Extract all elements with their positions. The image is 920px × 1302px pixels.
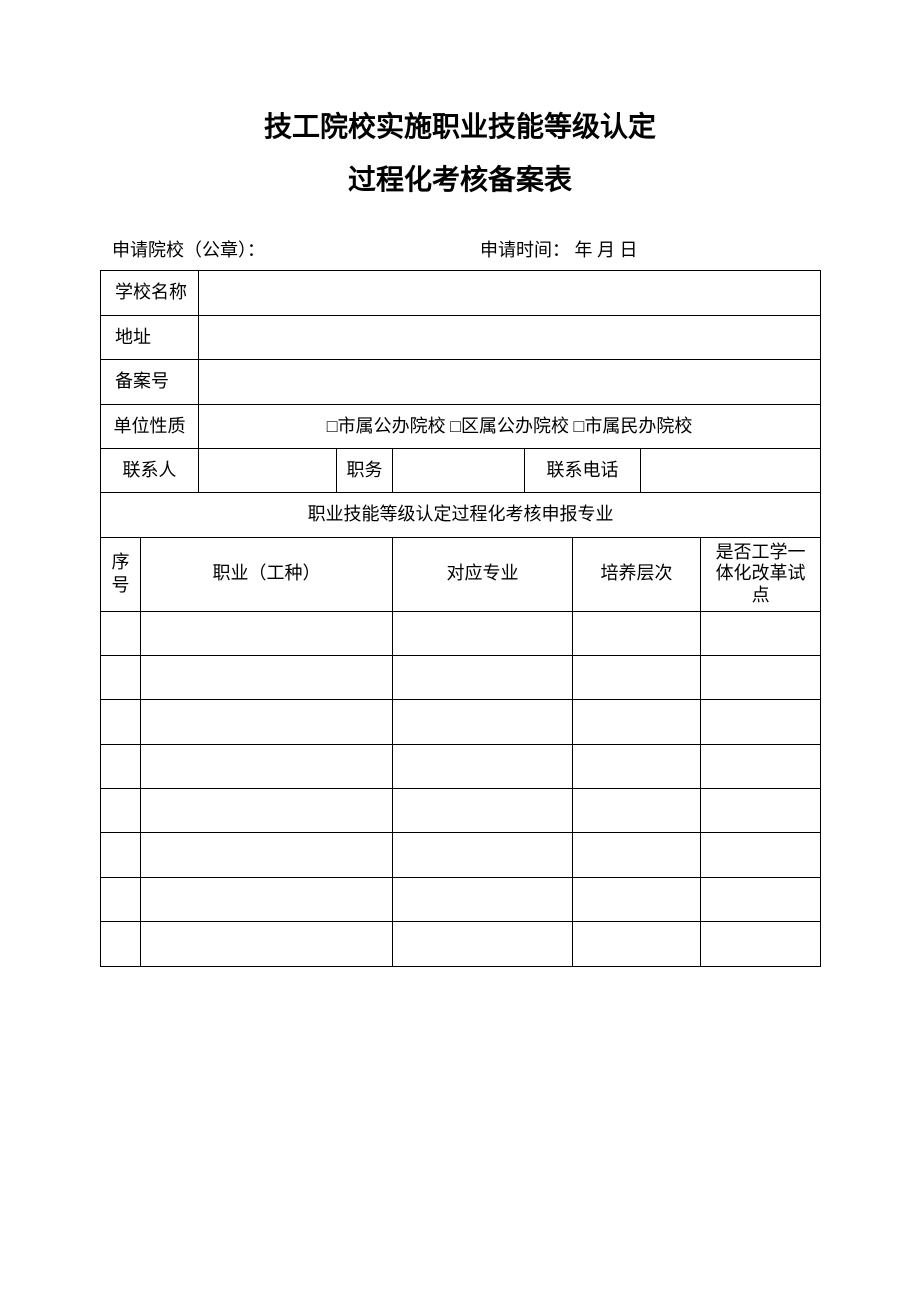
cell-seq — [101, 611, 141, 655]
cell-pilot — [701, 877, 821, 921]
cell-seq — [101, 877, 141, 921]
title-line-2: 过程化考核备案表 — [100, 153, 820, 206]
title-line-1: 技工院校实施职业技能等级认定 — [100, 100, 820, 153]
address-label: 地址 — [101, 315, 199, 359]
cell-seq — [101, 922, 141, 966]
unit-type-value: □市属公办院校 □区属公办院校 □市属民办院校 — [199, 404, 821, 448]
cell-level — [573, 922, 701, 966]
record-no-label: 备案号 — [101, 360, 199, 404]
cell-seq — [101, 744, 141, 788]
cell-level — [573, 833, 701, 877]
col-head-major: 对应专业 — [393, 537, 573, 611]
row-school-name: 学校名称 — [101, 271, 821, 315]
phone-value — [641, 448, 821, 492]
cell-pilot — [701, 789, 821, 833]
cell-pilot — [701, 655, 821, 699]
cell-pilot — [701, 611, 821, 655]
table-row — [101, 922, 821, 966]
table-row — [101, 611, 821, 655]
applicant-block: 申请院校（公章）： — [112, 236, 440, 262]
school-name-value — [199, 271, 821, 315]
cell-major — [393, 922, 573, 966]
date-label: 申请时间： — [480, 240, 570, 260]
table-row — [101, 655, 821, 699]
contact-label: 联系人 — [101, 448, 199, 492]
cell-pilot — [701, 922, 821, 966]
cell-occupation — [141, 611, 393, 655]
col-head-level: 培养层次 — [573, 537, 701, 611]
unit-type-label: 单位性质 — [101, 404, 199, 448]
cell-pilot — [701, 700, 821, 744]
cell-level — [573, 655, 701, 699]
cell-level — [573, 611, 701, 655]
cell-occupation — [141, 833, 393, 877]
cell-major — [393, 789, 573, 833]
contact-value — [199, 448, 337, 492]
cell-level — [573, 789, 701, 833]
cell-major — [393, 700, 573, 744]
school-name-label: 学校名称 — [101, 271, 199, 315]
table-row — [101, 789, 821, 833]
cell-occupation — [141, 877, 393, 921]
position-label: 职务 — [337, 448, 393, 492]
cell-occupation — [141, 922, 393, 966]
document-title: 技工院校实施职业技能等级认定 过程化考核备案表 — [100, 100, 820, 206]
col-head-occupation: 职业（工种） — [141, 537, 393, 611]
date-block: 申请时间： 年 月 日 — [440, 236, 808, 262]
cell-seq — [101, 700, 141, 744]
row-column-headers: 序号 职业（工种） 对应专业 培养层次 是否工学一体化改革试点 — [101, 537, 821, 611]
cell-major — [393, 833, 573, 877]
cell-level — [573, 744, 701, 788]
date-value: 年 月 日 — [575, 240, 638, 260]
cell-occupation — [141, 700, 393, 744]
phone-label: 联系电话 — [525, 448, 641, 492]
cell-pilot — [701, 833, 821, 877]
cell-level — [573, 877, 701, 921]
header-row: 申请院校（公章）： 申请时间： 年 月 日 — [100, 236, 820, 270]
applicant-label: 申请院校（公章）： — [112, 240, 265, 260]
cell-level — [573, 700, 701, 744]
col-head-pilot: 是否工学一体化改革试点 — [701, 537, 821, 611]
cell-major — [393, 655, 573, 699]
table-row — [101, 700, 821, 744]
row-record-no: 备案号 — [101, 360, 821, 404]
section-header: 职业技能等级认定过程化考核申报专业 — [101, 493, 821, 537]
row-section-header: 职业技能等级认定过程化考核申报专业 — [101, 493, 821, 537]
cell-seq — [101, 789, 141, 833]
cell-major — [393, 611, 573, 655]
row-contact: 联系人 职务 联系电话 — [101, 448, 821, 492]
cell-occupation — [141, 744, 393, 788]
address-value — [199, 315, 821, 359]
row-unit-type: 单位性质 □市属公办院校 □区属公办院校 □市属民办院校 — [101, 404, 821, 448]
cell-seq — [101, 833, 141, 877]
cell-occupation — [141, 655, 393, 699]
table-row — [101, 877, 821, 921]
record-no-value — [199, 360, 821, 404]
cell-seq — [101, 655, 141, 699]
col-head-seq: 序号 — [101, 537, 141, 611]
form-table: 学校名称 地址 备案号 单位性质 □市属公办院校 □区属公办院校 □市属民办院校… — [100, 270, 821, 966]
position-value — [393, 448, 525, 492]
table-row — [101, 744, 821, 788]
row-address: 地址 — [101, 315, 821, 359]
table-row — [101, 833, 821, 877]
cell-major — [393, 744, 573, 788]
cell-occupation — [141, 789, 393, 833]
cell-pilot — [701, 744, 821, 788]
cell-major — [393, 877, 573, 921]
